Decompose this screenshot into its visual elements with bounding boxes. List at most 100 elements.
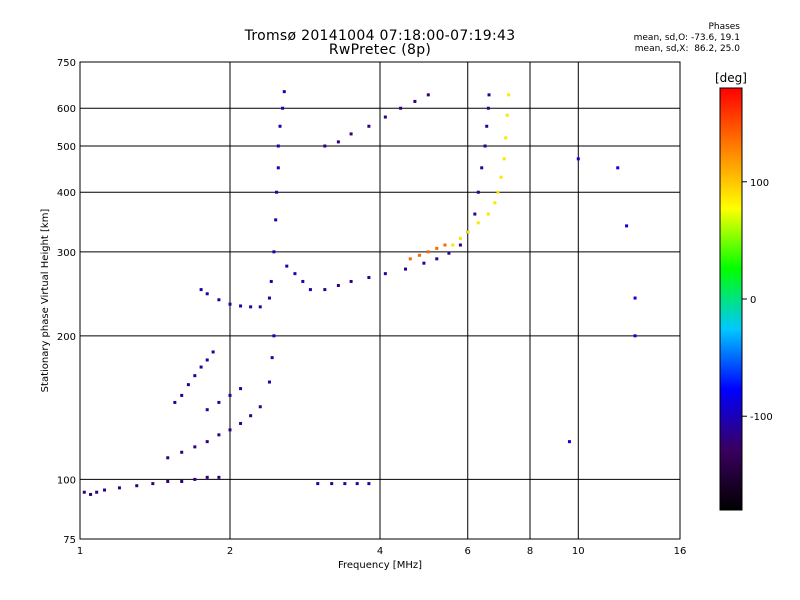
colorbar-tick-label: 0 bbox=[750, 295, 756, 306]
data-point bbox=[205, 440, 209, 444]
data-point bbox=[426, 93, 430, 97]
data-point bbox=[473, 212, 477, 216]
y-tick-labels: 75 100 200 300 400 500 600 750 bbox=[57, 58, 76, 546]
y-tick-label: 600 bbox=[57, 104, 76, 115]
x-tick-label: 2 bbox=[227, 546, 233, 557]
data-point bbox=[193, 374, 197, 378]
x-tick-label: 10 bbox=[572, 546, 585, 557]
data-point bbox=[117, 486, 121, 490]
data-point bbox=[276, 144, 280, 148]
data-point bbox=[336, 283, 340, 287]
data-point bbox=[451, 243, 455, 247]
chart-title: Tromsø 20141004 07:18:00-07:19:43 bbox=[244, 28, 516, 44]
data-point bbox=[95, 490, 99, 494]
data-point bbox=[217, 298, 221, 302]
data-points bbox=[82, 90, 637, 496]
phases-mean-x: mean, sd,X: 86.2, 25.0 bbox=[634, 44, 740, 54]
data-point bbox=[285, 264, 289, 268]
x-tick-label: 8 bbox=[527, 546, 533, 557]
colorbar-label: [deg] bbox=[715, 71, 747, 85]
data-point bbox=[476, 221, 480, 225]
data-point bbox=[367, 124, 371, 128]
data-point bbox=[408, 257, 412, 261]
data-point bbox=[435, 257, 439, 261]
x-tick-label: 16 bbox=[674, 546, 687, 557]
data-point bbox=[413, 99, 417, 103]
data-point bbox=[239, 421, 243, 425]
plot-frame bbox=[79, 61, 681, 540]
phases-mean-o: mean, sd,O: -73.6, 19.1 bbox=[633, 33, 740, 43]
colorbar-tick-label: 100 bbox=[750, 178, 769, 189]
data-point bbox=[272, 334, 276, 338]
data-point bbox=[193, 445, 197, 449]
data-point bbox=[499, 175, 503, 179]
data-point bbox=[383, 115, 387, 119]
data-point bbox=[422, 261, 426, 265]
data-point bbox=[186, 383, 190, 387]
data-point bbox=[173, 400, 177, 404]
data-point bbox=[383, 272, 387, 276]
data-point bbox=[180, 479, 184, 483]
data-point bbox=[435, 246, 439, 250]
data-point bbox=[367, 276, 371, 280]
data-point bbox=[272, 250, 276, 254]
data-point bbox=[103, 488, 107, 492]
data-point bbox=[447, 251, 451, 255]
data-point bbox=[239, 304, 243, 308]
x-axis-label: Frequency [MHz] bbox=[338, 560, 422, 571]
data-point bbox=[274, 218, 278, 222]
data-point bbox=[282, 90, 286, 94]
data-point bbox=[330, 482, 334, 486]
data-point bbox=[281, 106, 285, 110]
data-point bbox=[616, 166, 620, 170]
data-point bbox=[267, 296, 271, 300]
data-point bbox=[199, 365, 203, 369]
y-tick-label: 500 bbox=[57, 142, 76, 153]
data-point bbox=[258, 305, 262, 309]
data-point bbox=[458, 236, 462, 240]
data-point bbox=[443, 243, 447, 247]
chart-subtitle: RwPretec (8p) bbox=[328, 42, 432, 58]
data-point bbox=[343, 482, 347, 486]
x-tick-label: 1 bbox=[77, 546, 83, 557]
data-point bbox=[576, 157, 580, 161]
phases-heading: Phases bbox=[708, 22, 740, 32]
data-point bbox=[228, 428, 232, 432]
data-point bbox=[403, 267, 407, 271]
colorbar-ticks: 100 0 -100 bbox=[742, 178, 773, 423]
data-point bbox=[180, 393, 184, 397]
data-point bbox=[151, 482, 155, 486]
data-point bbox=[507, 93, 511, 97]
data-point bbox=[301, 279, 305, 283]
data-point bbox=[355, 482, 359, 486]
data-point bbox=[483, 144, 487, 148]
data-point bbox=[480, 166, 484, 170]
data-point bbox=[323, 288, 327, 292]
data-point bbox=[567, 440, 571, 444]
data-point bbox=[504, 136, 508, 140]
data-point bbox=[135, 484, 139, 488]
data-point bbox=[275, 190, 279, 194]
data-point bbox=[249, 305, 253, 309]
data-point bbox=[205, 358, 209, 362]
data-point bbox=[349, 132, 353, 136]
data-point bbox=[349, 279, 353, 283]
data-point bbox=[228, 302, 232, 306]
data-point bbox=[89, 492, 93, 496]
y-tick-label: 200 bbox=[57, 332, 76, 343]
data-point bbox=[180, 450, 184, 454]
data-point bbox=[82, 490, 86, 494]
data-point bbox=[249, 414, 253, 418]
data-point bbox=[458, 243, 462, 247]
data-point bbox=[633, 296, 637, 300]
x-tick-label: 6 bbox=[465, 546, 471, 557]
data-point bbox=[505, 113, 509, 117]
data-point bbox=[205, 292, 209, 296]
data-point bbox=[316, 482, 320, 486]
data-point bbox=[276, 166, 280, 170]
data-point bbox=[211, 350, 215, 354]
y-axis-label: Stationary phase Virtual Height [km] bbox=[40, 209, 51, 393]
data-point bbox=[323, 144, 327, 148]
data-point bbox=[205, 408, 209, 412]
